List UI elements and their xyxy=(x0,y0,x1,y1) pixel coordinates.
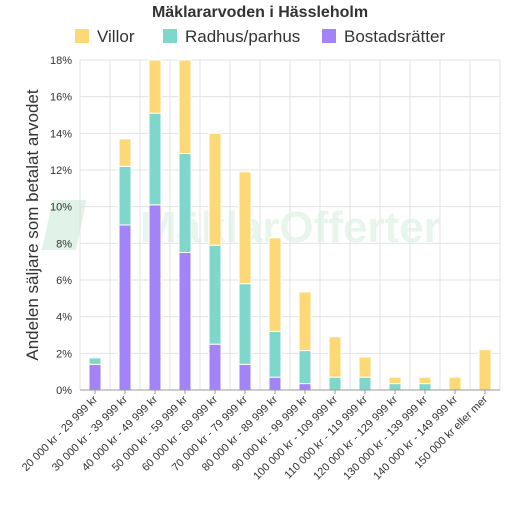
chart-title: Mäklararvoden i Hässleholm xyxy=(152,4,368,21)
bar-segment xyxy=(478,349,492,391)
bar-segment xyxy=(208,244,222,345)
bar-segment xyxy=(388,383,402,391)
bar-segment xyxy=(238,283,252,365)
bar-segment xyxy=(448,376,462,391)
legend-swatch xyxy=(322,29,336,43)
y-tick-label: 18% xyxy=(50,55,72,67)
bar-segment xyxy=(268,376,282,391)
bar-segment xyxy=(178,252,192,391)
y-tick-label: 4% xyxy=(56,312,72,324)
legend-swatch xyxy=(75,29,89,43)
y-tick-label: 12% xyxy=(50,165,72,177)
bar-segment xyxy=(148,59,162,114)
legend-label: Radhus/parhus xyxy=(185,27,300,46)
y-tick-label: 0% xyxy=(56,385,72,397)
bar-segment xyxy=(358,376,372,391)
bar-segment xyxy=(298,291,312,352)
bar-segment xyxy=(328,376,342,391)
bar-segment xyxy=(388,376,402,385)
y-tick-label: 10% xyxy=(50,202,72,214)
y-tick-label: 14% xyxy=(50,128,72,140)
bar-segment xyxy=(268,330,282,378)
y-tick-label: 16% xyxy=(50,92,72,104)
bar-segment xyxy=(178,153,192,253)
bar-segment xyxy=(178,59,192,154)
y-tick-label: 6% xyxy=(56,275,72,287)
watermark: MäklarOfferter xyxy=(41,200,441,252)
bar-segment xyxy=(88,363,102,391)
bar-segment xyxy=(118,224,132,391)
bar-segment xyxy=(148,204,162,391)
bar-segment xyxy=(418,376,432,385)
bar-segment xyxy=(208,343,222,391)
watermark-logo-shape xyxy=(41,200,87,250)
bar-segment xyxy=(88,357,102,365)
bars xyxy=(88,59,492,391)
bar-segment xyxy=(298,383,312,391)
bar-segment xyxy=(148,112,162,206)
legend-swatch xyxy=(163,29,177,43)
bar-segment xyxy=(298,350,312,385)
y-tick-label: 8% xyxy=(56,238,72,250)
y-ticks: 0% 2% 4% 6% 8% 10% 12% 14% 16% 18% xyxy=(50,55,72,397)
bar-segment xyxy=(238,363,252,391)
y-tick-label: 2% xyxy=(56,348,72,360)
legend-label: Villor xyxy=(97,27,135,46)
bar-segment xyxy=(268,237,282,332)
y-axis-label: Andelen säljare som betalat arvodet xyxy=(23,89,42,360)
bar-segment xyxy=(118,165,132,226)
legend-label: Bostadsrätter xyxy=(344,27,445,46)
legend: Villor Radhus/parhus Bostadsrätter xyxy=(75,27,445,46)
bar-segment xyxy=(118,138,132,167)
bar-segment xyxy=(208,132,222,246)
bar-segment xyxy=(238,171,252,285)
bar-segment xyxy=(358,356,372,378)
bar-segment xyxy=(418,383,432,391)
bar-segment xyxy=(328,336,342,378)
